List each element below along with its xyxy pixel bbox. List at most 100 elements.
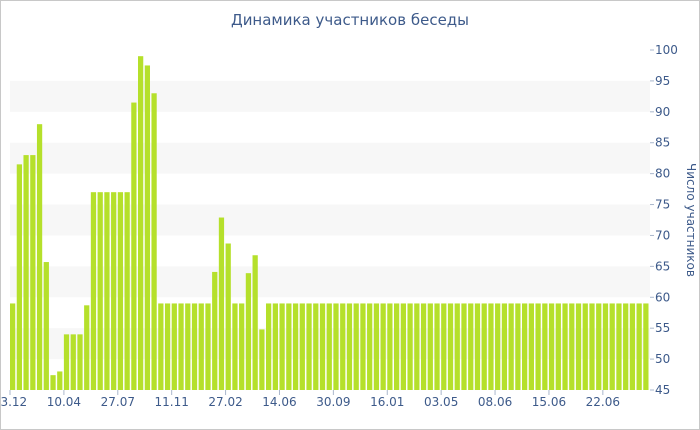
x-tick-label: 08.06 — [478, 395, 512, 409]
y-tick-label: 90 — [655, 105, 670, 119]
bar — [340, 303, 346, 390]
bar — [367, 303, 373, 390]
bar — [434, 303, 440, 390]
bar — [212, 271, 218, 390]
bar — [468, 303, 474, 390]
bar — [164, 303, 171, 390]
bar — [535, 303, 541, 390]
bar — [117, 192, 124, 390]
bar — [104, 192, 110, 390]
bar — [57, 371, 63, 390]
bar — [23, 155, 29, 390]
bar — [508, 303, 514, 390]
bar — [191, 303, 198, 390]
y-tick-label: 55 — [655, 321, 670, 335]
y-tick-label: 80 — [655, 167, 670, 181]
bar — [319, 303, 326, 390]
bar — [474, 303, 481, 390]
x-tick-label: 22.06 — [586, 395, 620, 409]
bar — [30, 155, 36, 390]
bar — [124, 192, 130, 390]
bar — [239, 303, 245, 390]
bar — [596, 303, 602, 390]
x-tick-label: 27.02 — [208, 395, 242, 409]
bar — [178, 303, 184, 390]
bar — [63, 334, 70, 390]
x-tick-label: 16.01 — [370, 395, 404, 409]
y-tick-label: 75 — [655, 198, 670, 212]
bar — [10, 303, 16, 390]
bar — [528, 303, 534, 390]
grid-band — [10, 142, 650, 174]
bar — [306, 303, 312, 390]
bar — [555, 303, 561, 390]
bar — [144, 65, 150, 390]
bar — [360, 303, 366, 390]
bar — [171, 303, 177, 390]
bar — [522, 303, 528, 390]
bar — [495, 303, 501, 390]
x-tick-label: 30.09 — [316, 395, 350, 409]
bar — [84, 305, 90, 390]
bar — [629, 303, 636, 390]
bar — [259, 329, 265, 390]
bar — [501, 303, 508, 390]
bar — [286, 303, 292, 390]
bar — [252, 255, 258, 390]
bar — [643, 303, 649, 390]
bar — [373, 303, 380, 390]
bar — [151, 93, 157, 391]
bar — [272, 303, 278, 390]
bar — [481, 303, 487, 390]
bar — [326, 303, 332, 390]
bar — [461, 303, 467, 390]
bar — [279, 303, 285, 390]
grid-bands — [10, 80, 650, 360]
bar — [447, 303, 454, 390]
bar — [131, 102, 137, 391]
bar — [245, 273, 252, 390]
x-tick-label: 03.05 — [424, 395, 458, 409]
bar — [609, 303, 615, 390]
bar — [346, 303, 353, 390]
y-tick-label: 65 — [655, 259, 670, 273]
x-tick-label: 10.04 — [47, 395, 81, 409]
y-axis-ticks: 45 50 55 60 65 70 75 80 85 90 95 100 — [650, 43, 678, 397]
bar — [138, 56, 144, 391]
bar-series — [10, 56, 649, 391]
bar — [36, 124, 43, 391]
bar — [218, 217, 225, 390]
bar — [407, 303, 413, 390]
bar — [97, 192, 103, 390]
bar — [313, 303, 319, 390]
bar — [353, 303, 359, 390]
bar — [70, 334, 76, 390]
chart-title: Динамика участников беседы — [230, 11, 470, 29]
x-tick-label: 23.12 — [0, 395, 27, 409]
bar — [90, 192, 97, 390]
bar — [225, 243, 231, 390]
bar — [394, 303, 400, 390]
bar — [427, 303, 433, 390]
bar — [488, 303, 494, 390]
bar — [575, 303, 582, 390]
x-axis-ticks: 23.12 10.04 27.07 11.11 27.02 14.06 30.09 16.01… — [0, 390, 620, 409]
bar — [43, 262, 49, 390]
y-tick-label: 95 — [655, 74, 670, 88]
bar — [77, 334, 83, 390]
bar — [50, 375, 56, 390]
bar — [266, 303, 272, 390]
y-tick-label: 85 — [655, 136, 670, 150]
bar — [205, 303, 211, 390]
bar — [380, 303, 386, 390]
bar — [515, 303, 521, 390]
bar — [414, 303, 420, 390]
x-tick-label: 11.11 — [155, 395, 189, 409]
bar — [562, 303, 568, 390]
bar — [616, 303, 622, 390]
x-tick-label: 14.06 — [262, 395, 296, 409]
bar — [542, 303, 548, 390]
bar — [582, 303, 588, 390]
bar — [232, 303, 238, 390]
